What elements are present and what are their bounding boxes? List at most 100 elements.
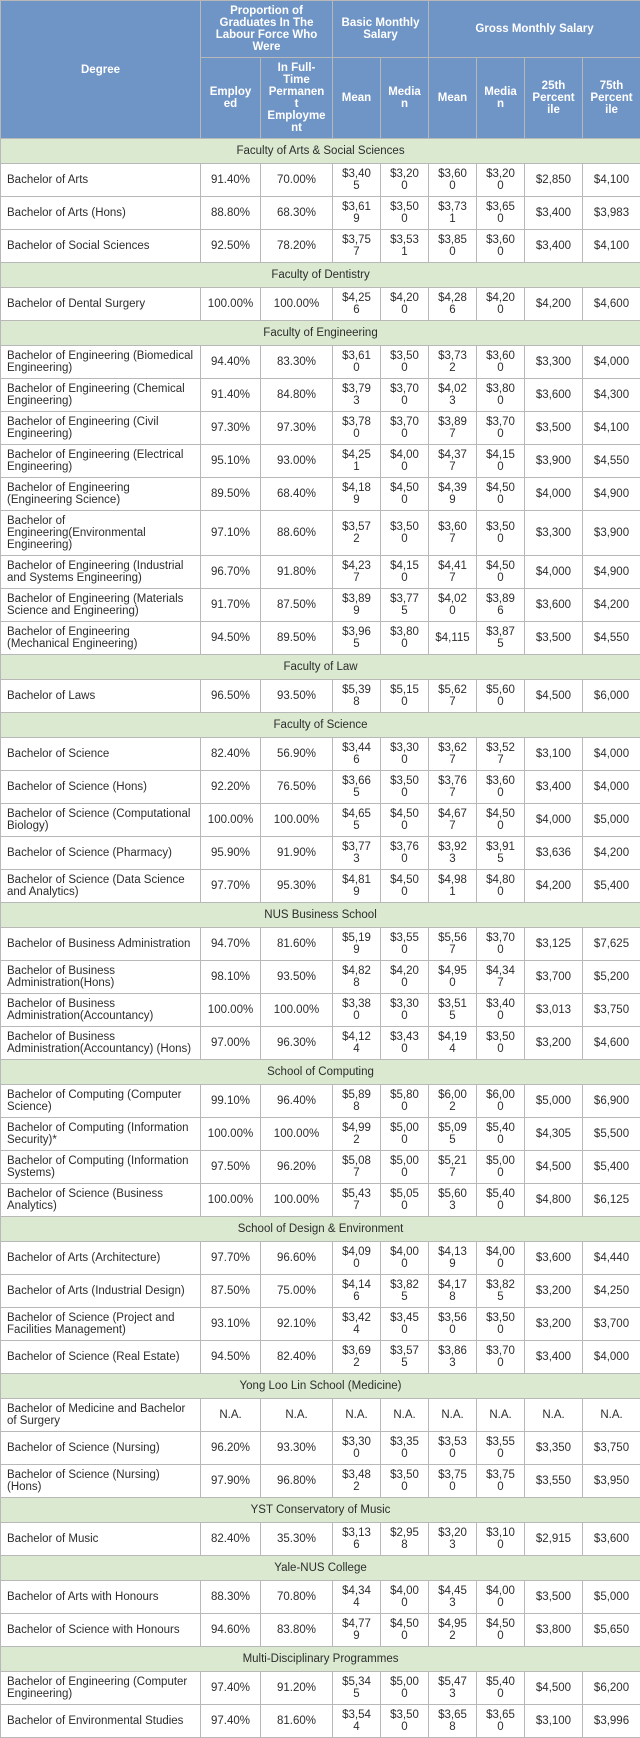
data-cell: $4,200 xyxy=(381,961,429,994)
data-cell: $3,875 xyxy=(477,622,525,655)
data-cell: $5,400 xyxy=(477,1118,525,1151)
table-row: Bachelor of Engineering (Electrical Engi… xyxy=(1,445,640,478)
data-cell: $3,500 xyxy=(381,771,429,804)
data-cell: $3,500 xyxy=(525,1581,583,1614)
table-row: Bachelor of Engineering (Civil Engineeri… xyxy=(1,412,640,445)
data-cell: 100.00% xyxy=(201,288,261,321)
data-cell: $3,750 xyxy=(583,1432,640,1465)
data-cell: 91.40% xyxy=(201,164,261,197)
data-cell: $3,350 xyxy=(525,1432,583,1465)
data-cell: N.A. xyxy=(583,1399,640,1432)
data-cell: $4,178 xyxy=(429,1275,477,1308)
data-cell: $6,000 xyxy=(477,1085,525,1118)
faculty-header: Faculty of Arts & Social Sciences xyxy=(1,139,640,164)
data-cell: $5,400 xyxy=(477,1672,525,1705)
table-row: Bachelor of Arts (Architecture)97.70%96.… xyxy=(1,1242,640,1275)
table-row: Bachelor of Music82.40%35.30%$3,136$2,95… xyxy=(1,1523,640,1556)
data-cell: $2,850 xyxy=(525,164,583,197)
table-row: Bachelor of Science (Project and Facilit… xyxy=(1,1308,640,1341)
data-cell: 97.30% xyxy=(261,412,333,445)
data-cell: 97.50% xyxy=(201,1151,261,1184)
data-cell: 94.40% xyxy=(201,346,261,379)
data-cell: $4,500 xyxy=(477,804,525,837)
table-row: Bachelor of Engineering(Environmental En… xyxy=(1,511,640,556)
data-cell: 94.70% xyxy=(201,928,261,961)
data-cell: $5,150 xyxy=(381,680,429,713)
faculty-header: School of Computing xyxy=(1,1060,640,1085)
degree-cell: Bachelor of Science (Nursing) (Hons) xyxy=(1,1465,201,1498)
data-cell: 93.30% xyxy=(261,1432,333,1465)
data-cell: $4,100 xyxy=(583,230,640,263)
degree-cell: Bachelor of Environmental Studies xyxy=(1,1705,201,1738)
data-cell: $3,600 xyxy=(525,589,583,622)
data-cell: $4,600 xyxy=(583,288,640,321)
data-cell: $4,981 xyxy=(429,870,477,903)
header-gross-median: Median xyxy=(477,58,525,139)
table-row: Bachelor of Science82.40%56.90%$3,446$3,… xyxy=(1,738,640,771)
degree-cell: Bachelor of Engineering (Materials Scien… xyxy=(1,589,201,622)
table-row: Bachelor of Science (Real Estate)94.50%8… xyxy=(1,1341,640,1374)
data-cell: $3,863 xyxy=(429,1341,477,1374)
data-cell: $4,200 xyxy=(525,870,583,903)
degree-cell: Bachelor of Science with Honours xyxy=(1,1614,201,1647)
data-cell: $5,199 xyxy=(333,928,381,961)
data-cell: $3,767 xyxy=(429,771,477,804)
faculty-header: Yale-NUS College xyxy=(1,1556,640,1581)
data-cell: $3,700 xyxy=(381,412,429,445)
data-cell: 97.40% xyxy=(201,1705,261,1738)
data-cell: $3,692 xyxy=(333,1341,381,1374)
data-cell: $4,992 xyxy=(333,1118,381,1151)
data-cell: $5,400 xyxy=(477,1184,525,1217)
data-cell: $4,500 xyxy=(477,478,525,511)
data-cell: $3,424 xyxy=(333,1308,381,1341)
data-cell: 100.00% xyxy=(261,1184,333,1217)
data-cell: $4,237 xyxy=(333,556,381,589)
data-cell: $4,500 xyxy=(525,1672,583,1705)
degree-cell: Bachelor of Business Administration(Hons… xyxy=(1,961,201,994)
data-cell: 82.40% xyxy=(261,1341,333,1374)
data-cell: $4,194 xyxy=(429,1027,477,1060)
data-cell: 97.40% xyxy=(201,1672,261,1705)
data-cell: $4,000 xyxy=(381,445,429,478)
data-cell: $4,417 xyxy=(429,556,477,589)
data-cell: $3,430 xyxy=(381,1027,429,1060)
table-row: Bachelor of Laws96.50%93.50%$5,398$5,150… xyxy=(1,680,640,713)
data-cell: $5,603 xyxy=(429,1184,477,1217)
data-cell: $3,400 xyxy=(525,197,583,230)
data-cell: $3,500 xyxy=(525,622,583,655)
data-cell: $3,650 xyxy=(477,1705,525,1738)
faculty-header: Faculty of Engineering xyxy=(1,321,640,346)
data-cell: $4,150 xyxy=(477,445,525,478)
data-cell: $3,983 xyxy=(583,197,640,230)
data-cell: 97.90% xyxy=(201,1465,261,1498)
data-cell: $5,345 xyxy=(333,1672,381,1705)
data-cell: 96.20% xyxy=(261,1151,333,1184)
table-row: Bachelor of Arts91.40%70.00%$3,405$3,200… xyxy=(1,164,640,197)
data-cell: $3,400 xyxy=(525,1341,583,1374)
degree-cell: Bachelor of Science (Business Analytics) xyxy=(1,1184,201,1217)
table-row: Bachelor of Science (Data Science and An… xyxy=(1,870,640,903)
data-cell: 81.60% xyxy=(261,928,333,961)
data-cell: $5,473 xyxy=(429,1672,477,1705)
data-cell: 83.30% xyxy=(261,346,333,379)
data-cell: $3,757 xyxy=(333,230,381,263)
degree-cell: Bachelor of Arts xyxy=(1,164,201,197)
data-cell: $3,572 xyxy=(333,511,381,556)
data-cell: 93.50% xyxy=(261,680,333,713)
data-cell: 93.00% xyxy=(261,445,333,478)
data-cell: $3,825 xyxy=(381,1275,429,1308)
degree-cell: Bachelor of Science (Pharmacy) xyxy=(1,837,201,870)
data-cell: $4,286 xyxy=(429,288,477,321)
data-cell: $3,350 xyxy=(381,1432,429,1465)
data-cell: $4,550 xyxy=(583,622,640,655)
data-cell: $5,050 xyxy=(381,1184,429,1217)
data-cell: 96.20% xyxy=(201,1432,261,1465)
table-row: Bachelor of Engineering (Engineering Sci… xyxy=(1,478,640,511)
table-row: Bachelor of Engineering (Biomedical Engi… xyxy=(1,346,640,379)
data-cell: $3,780 xyxy=(333,412,381,445)
data-cell: $3,965 xyxy=(333,622,381,655)
data-cell: $3,400 xyxy=(525,230,583,263)
data-cell: $3,600 xyxy=(583,1523,640,1556)
data-cell: $5,000 xyxy=(381,1118,429,1151)
data-cell: 95.10% xyxy=(201,445,261,478)
